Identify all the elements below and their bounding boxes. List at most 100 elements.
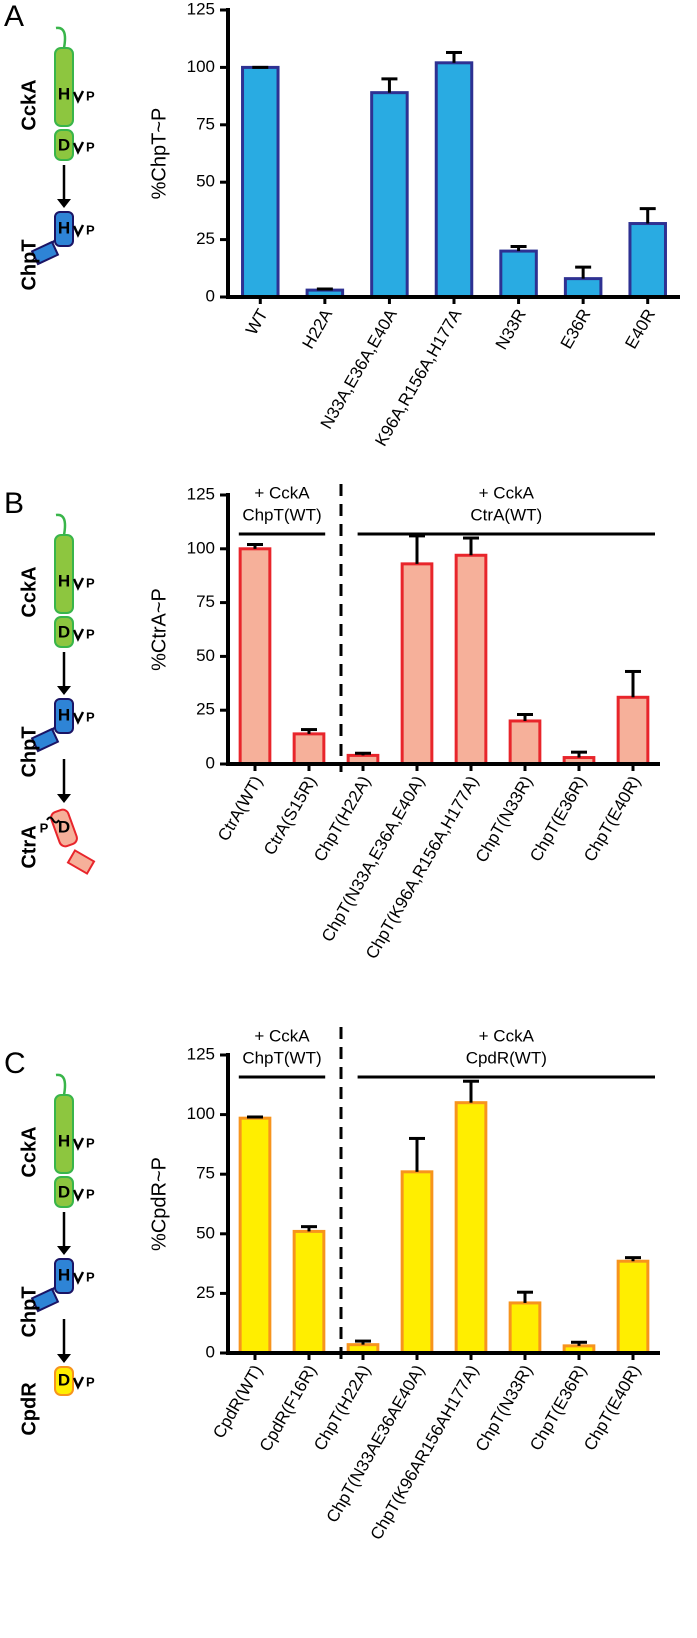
linker — [55, 1073, 67, 1096]
phospho-link — [72, 577, 85, 591]
bar — [434, 61, 474, 299]
x-tick-label: ChpT(N33R) — [472, 1362, 537, 1455]
bar — [400, 1170, 434, 1355]
x-tick-label: ChpT(H22A) — [310, 773, 374, 865]
site: D — [58, 135, 70, 154]
site: D — [58, 1182, 70, 1201]
phospho-label: P — [86, 139, 95, 154]
y-tick-label: 50 — [196, 1223, 215, 1242]
phospho-label: P — [86, 1269, 95, 1284]
phospho-link — [72, 1137, 85, 1151]
phospho-label: P — [86, 88, 95, 103]
y-axis-label: %ChpT~P — [148, 108, 170, 200]
x-tick-label: H22A — [298, 305, 336, 352]
linker — [55, 513, 67, 536]
bar — [370, 91, 409, 299]
bar — [563, 277, 603, 299]
bar — [292, 1229, 326, 1355]
domain — [30, 240, 60, 266]
site: H — [58, 218, 70, 237]
bar — [454, 553, 488, 766]
domain — [54, 211, 74, 247]
domain — [54, 1366, 74, 1396]
y-tick-label: 50 — [196, 646, 215, 665]
bar — [454, 1101, 488, 1355]
site: D — [58, 622, 70, 641]
protein-label: CckA — [18, 79, 40, 130]
x-tick-label: ChpT(N33AE36AE40A) — [323, 1362, 429, 1526]
y-tick-label: 0 — [206, 286, 215, 305]
site: H — [58, 1131, 70, 1150]
group-label: ChpT(WT) — [242, 505, 321, 524]
group-label: + CckA — [479, 1026, 535, 1045]
y-tick-label: 50 — [196, 172, 215, 191]
y-tick-label: 25 — [196, 229, 215, 248]
x-tick-label: ChpT(E40R) — [580, 773, 644, 865]
site: H — [58, 705, 70, 724]
site: H — [58, 1265, 70, 1284]
domain — [66, 849, 96, 875]
y-tick-label: 125 — [187, 0, 215, 18]
bar — [616, 1259, 650, 1355]
domain — [54, 47, 74, 127]
group-label: ChpT(WT) — [242, 1048, 321, 1067]
y-tick-label: 100 — [187, 57, 215, 76]
panel-letter: B — [4, 487, 24, 520]
phospho-link — [72, 1188, 85, 1202]
site: H — [58, 571, 70, 590]
x-tick-label: ChpT(K96A,R156A,H177A) — [362, 773, 482, 963]
site: H — [58, 84, 70, 103]
domain — [54, 1094, 74, 1174]
protein-label: CpdR — [18, 1382, 40, 1436]
panel-letter: C — [4, 1047, 26, 1080]
domain — [54, 616, 74, 648]
arrow-head — [57, 1246, 71, 1255]
bar — [238, 547, 272, 766]
bar — [499, 249, 538, 299]
phospho-link — [72, 1376, 85, 1390]
domain — [54, 534, 74, 614]
y-tick-label: 75 — [196, 1164, 215, 1183]
phospho-link — [72, 141, 85, 155]
x-tick-label: CpdR(F16R) — [256, 1362, 321, 1455]
domain — [54, 1176, 74, 1208]
y-tick-label: 0 — [206, 753, 215, 772]
y-tick-label: 75 — [196, 114, 215, 133]
y-tick-label: 25 — [196, 700, 215, 719]
protein-label: ChpT — [18, 1286, 40, 1337]
phospho-link — [72, 90, 85, 104]
y-tick-label: 100 — [187, 538, 215, 557]
phospho-label: P — [86, 575, 95, 590]
x-tick-label: E40R — [621, 306, 659, 352]
arrow-head — [57, 794, 71, 803]
phospho-label: P — [86, 1186, 95, 1201]
bar — [241, 65, 280, 299]
bar — [508, 719, 542, 766]
x-tick-label: E36R — [557, 306, 595, 352]
site: D — [58, 817, 70, 836]
protein-label: CckA — [18, 566, 40, 617]
phospho-label: P — [86, 1374, 95, 1389]
x-tick-label: WT — [242, 306, 272, 338]
phospho-link — [46, 816, 60, 824]
phospho-label: P — [86, 709, 95, 724]
x-tick-label: CtrA(S15R) — [260, 773, 320, 859]
group-label: + CckA — [254, 483, 310, 502]
site: D — [58, 1370, 70, 1389]
x-tick-label: ChpT(E40R) — [580, 1362, 644, 1454]
linker — [55, 26, 67, 49]
x-tick-label: ChpT(E36R) — [526, 773, 590, 865]
group-label: + CckA — [479, 483, 535, 502]
protein-label: CtrA — [18, 825, 40, 868]
y-tick-label: 25 — [196, 1283, 215, 1302]
domain — [54, 1258, 74, 1294]
x-tick-label: CpdR(WT) — [209, 1362, 266, 1442]
domain — [54, 129, 74, 161]
phospho-label: P — [86, 222, 95, 237]
phospho-link — [72, 711, 85, 725]
x-tick-label: ChpT(H22A) — [310, 1362, 374, 1454]
domain — [50, 808, 78, 848]
group-label: + CckA — [254, 1026, 310, 1045]
